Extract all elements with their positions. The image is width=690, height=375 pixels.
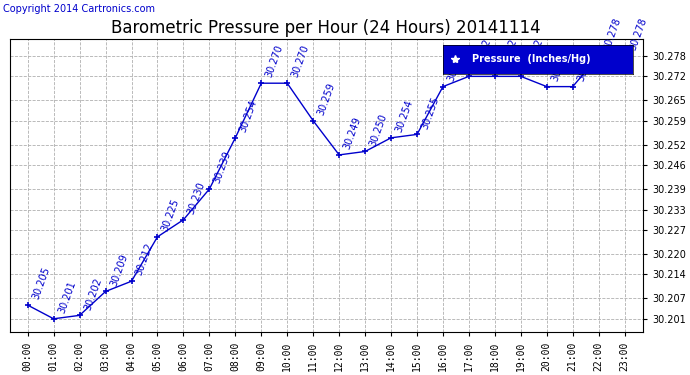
Text: 30.272: 30.272 [472,37,493,72]
Text: 30.201: 30.201 [57,279,77,315]
Text: 30.270: 30.270 [264,44,285,79]
Text: 30.254: 30.254 [238,98,259,134]
Text: 30.250: 30.250 [368,112,389,147]
Text: 30.205: 30.205 [30,266,52,301]
Text: Copyright 2014 Cartronics.com: Copyright 2014 Cartronics.com [3,4,155,13]
Text: 30.249: 30.249 [342,116,363,151]
Text: 30.230: 30.230 [186,180,207,216]
Text: 30.278: 30.278 [627,16,649,52]
Text: 30.269: 30.269 [446,47,466,82]
Text: 30.270: 30.270 [290,44,311,79]
Text: 30.259: 30.259 [316,81,337,117]
Text: 30.272: 30.272 [497,37,519,72]
Text: 30.255: 30.255 [420,95,441,130]
Text: 30.272: 30.272 [524,37,544,72]
Text: 30.278: 30.278 [602,16,622,52]
Text: 30.254: 30.254 [394,98,415,134]
Text: 30.239: 30.239 [212,150,233,185]
Text: 30.225: 30.225 [160,197,181,232]
Text: 30.202: 30.202 [82,276,104,311]
Text: 30.212: 30.212 [135,242,155,277]
Title: Barometric Pressure per Hour (24 Hours) 20141114: Barometric Pressure per Hour (24 Hours) … [111,19,541,37]
Text: 30.209: 30.209 [108,252,129,287]
Text: 30.269: 30.269 [575,47,596,82]
Text: 30.269: 30.269 [549,47,571,82]
